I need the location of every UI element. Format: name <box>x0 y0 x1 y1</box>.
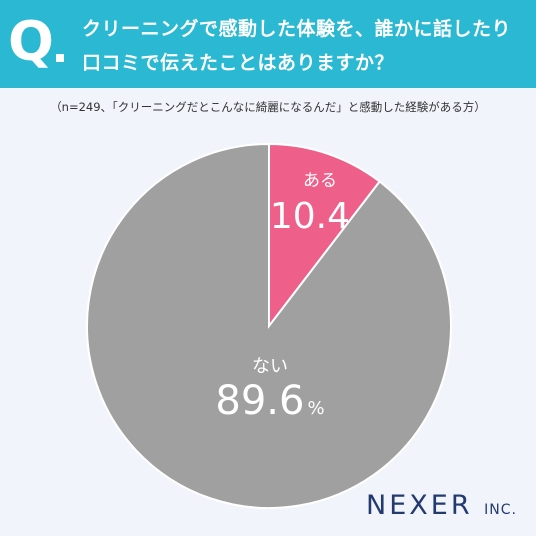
question-mark: Q <box>8 10 54 73</box>
logo-name: NEXER <box>366 490 473 521</box>
logo-suffix: INC. <box>484 502 517 518</box>
nexer-logo: NEXER INC. <box>366 490 517 521</box>
question-text-line1: クリーニングで感動した体験を、誰かに話したり <box>82 18 512 40</box>
question-text-line2: 口コミで伝えたことはありますか？ <box>82 52 395 74</box>
question-header: Q クリーニングで感動した体験を、誰かに話したり 口コミで伝えたことはありますか… <box>0 0 536 88</box>
pie-slice-1 <box>268 142 382 329</box>
pie-slice-2 <box>86 142 452 509</box>
slice-label-1: ある <box>303 171 337 191</box>
slice-value-2: 89.6% <box>215 378 324 424</box>
slice-label-2: ない <box>252 356 288 377</box>
question-mark-dot <box>56 54 64 62</box>
sample-note: （n=249、「クリーニングだとこんなに綺麗になるんだ」と感動した経験がある方） <box>50 100 486 114</box>
